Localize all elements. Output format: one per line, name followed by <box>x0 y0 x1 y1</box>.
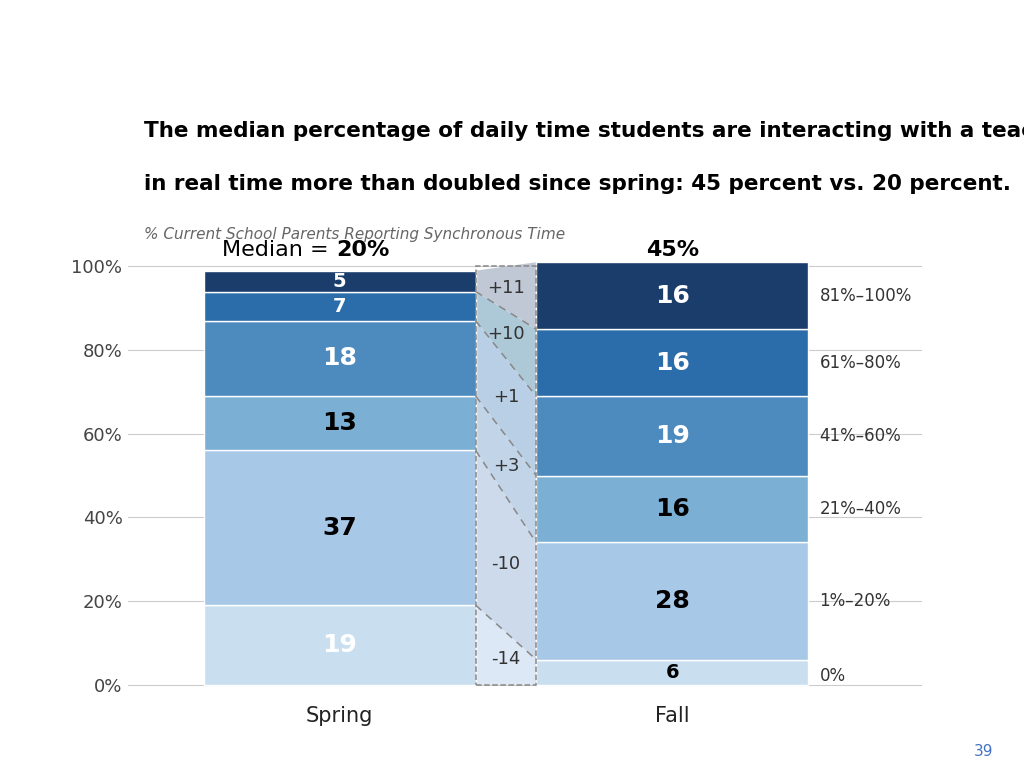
Bar <box>204 320 476 396</box>
Text: 19: 19 <box>654 424 689 448</box>
Text: 13: 13 <box>323 411 357 435</box>
Text: 16: 16 <box>654 351 689 375</box>
Text: +10: +10 <box>487 325 524 344</box>
Text: 7: 7 <box>333 296 346 316</box>
Text: 81%–100%: 81%–100% <box>819 286 912 305</box>
Bar <box>204 450 476 605</box>
Polygon shape <box>476 262 537 329</box>
Text: 41%–60%: 41%–60% <box>819 426 901 445</box>
Text: +3: +3 <box>493 457 519 475</box>
Text: 19: 19 <box>323 633 357 657</box>
Polygon shape <box>476 605 537 685</box>
Bar <box>537 262 808 329</box>
Text: -10: -10 <box>492 556 520 574</box>
Text: 0%: 0% <box>819 667 846 685</box>
Text: 37: 37 <box>323 515 357 539</box>
Bar <box>537 396 808 475</box>
Text: 16: 16 <box>654 284 689 308</box>
Text: 61%–80%: 61%–80% <box>819 354 901 372</box>
Text: The median percentage of daily time students are interacting with a teacher: The median percentage of daily time stud… <box>143 121 1024 141</box>
Text: 6: 6 <box>666 663 679 682</box>
Bar <box>537 329 808 396</box>
Text: +11: +11 <box>487 279 524 297</box>
Bar <box>537 543 808 659</box>
Bar <box>537 659 808 685</box>
Polygon shape <box>476 396 537 543</box>
Text: % Current School Parents Reporting Synchronous Time: % Current School Parents Reporting Synch… <box>143 227 565 241</box>
Bar <box>204 605 476 685</box>
Polygon shape <box>476 292 537 396</box>
Bar <box>204 396 476 450</box>
Text: +1: +1 <box>493 388 519 406</box>
Text: 18: 18 <box>323 347 357 371</box>
Bar <box>537 475 808 543</box>
Text: in real time more than doubled since spring: 45 percent vs. 20 percent.: in real time more than doubled since spr… <box>143 174 1011 194</box>
Text: 16: 16 <box>654 497 689 521</box>
Text: -14: -14 <box>492 649 520 667</box>
Text: 20%: 20% <box>336 240 389 260</box>
Polygon shape <box>476 320 537 475</box>
Bar <box>204 292 476 320</box>
Bar <box>204 271 476 292</box>
Text: 39: 39 <box>974 744 993 759</box>
Text: 5: 5 <box>333 272 346 290</box>
Text: 45%: 45% <box>645 240 698 260</box>
Bar <box>476 266 537 685</box>
Text: 28: 28 <box>654 589 689 613</box>
Text: Median =: Median = <box>222 240 336 260</box>
Polygon shape <box>476 450 537 659</box>
Text: 21%–40%: 21%–40% <box>819 500 901 518</box>
Text: 1%–20%: 1%–20% <box>819 592 891 610</box>
